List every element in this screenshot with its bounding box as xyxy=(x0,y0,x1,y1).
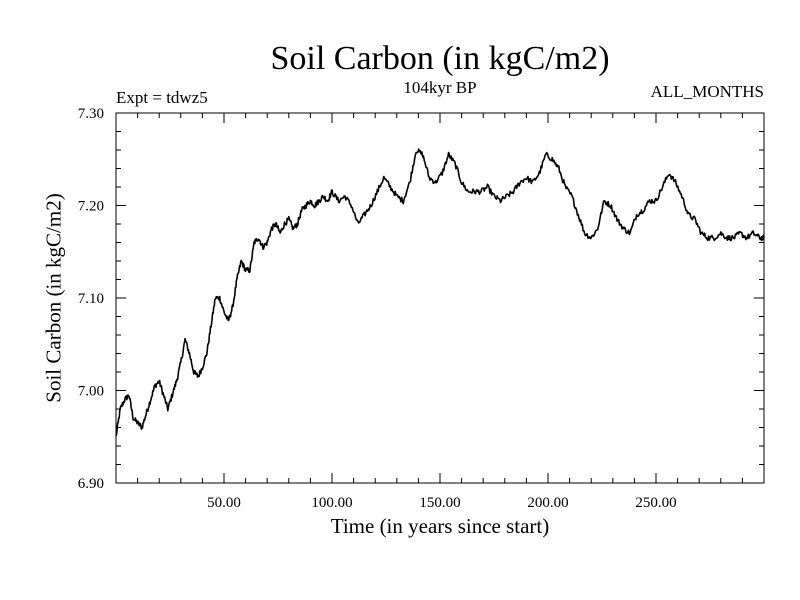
series-line xyxy=(115,148,765,437)
y-tick-label: 7.30 xyxy=(78,106,104,122)
chart-title: Soil Carbon (in kgC/m2) xyxy=(270,40,610,77)
x-tick-label: 100.00 xyxy=(311,495,352,511)
y-tick-label: 6.90 xyxy=(78,476,104,492)
chart-subtitle: 104kyr BP xyxy=(403,78,477,97)
y-tick-label: 7.00 xyxy=(78,384,104,400)
series-lines xyxy=(115,148,765,437)
y-tick-label: 7.20 xyxy=(78,199,104,215)
x-axis-label: Time (in years since start) xyxy=(330,514,550,538)
experiment-label: Expt = tdwz5 xyxy=(116,88,208,107)
x-tick-label: 200.00 xyxy=(527,495,568,511)
tick-labels: 50.00 100.00 150.00 200.00 250.00 6.90 7.00 7.1… xyxy=(78,106,677,511)
x-tick-label: 250.00 xyxy=(635,495,676,511)
axis-ticks xyxy=(116,113,764,483)
plot-frame xyxy=(115,112,765,484)
period-label: ALL_MONTHS xyxy=(650,82,764,101)
y-tick-label: 7.10 xyxy=(78,291,104,307)
x-tick-label: 150.00 xyxy=(419,495,460,511)
x-tick-label: 50.00 xyxy=(207,495,241,511)
